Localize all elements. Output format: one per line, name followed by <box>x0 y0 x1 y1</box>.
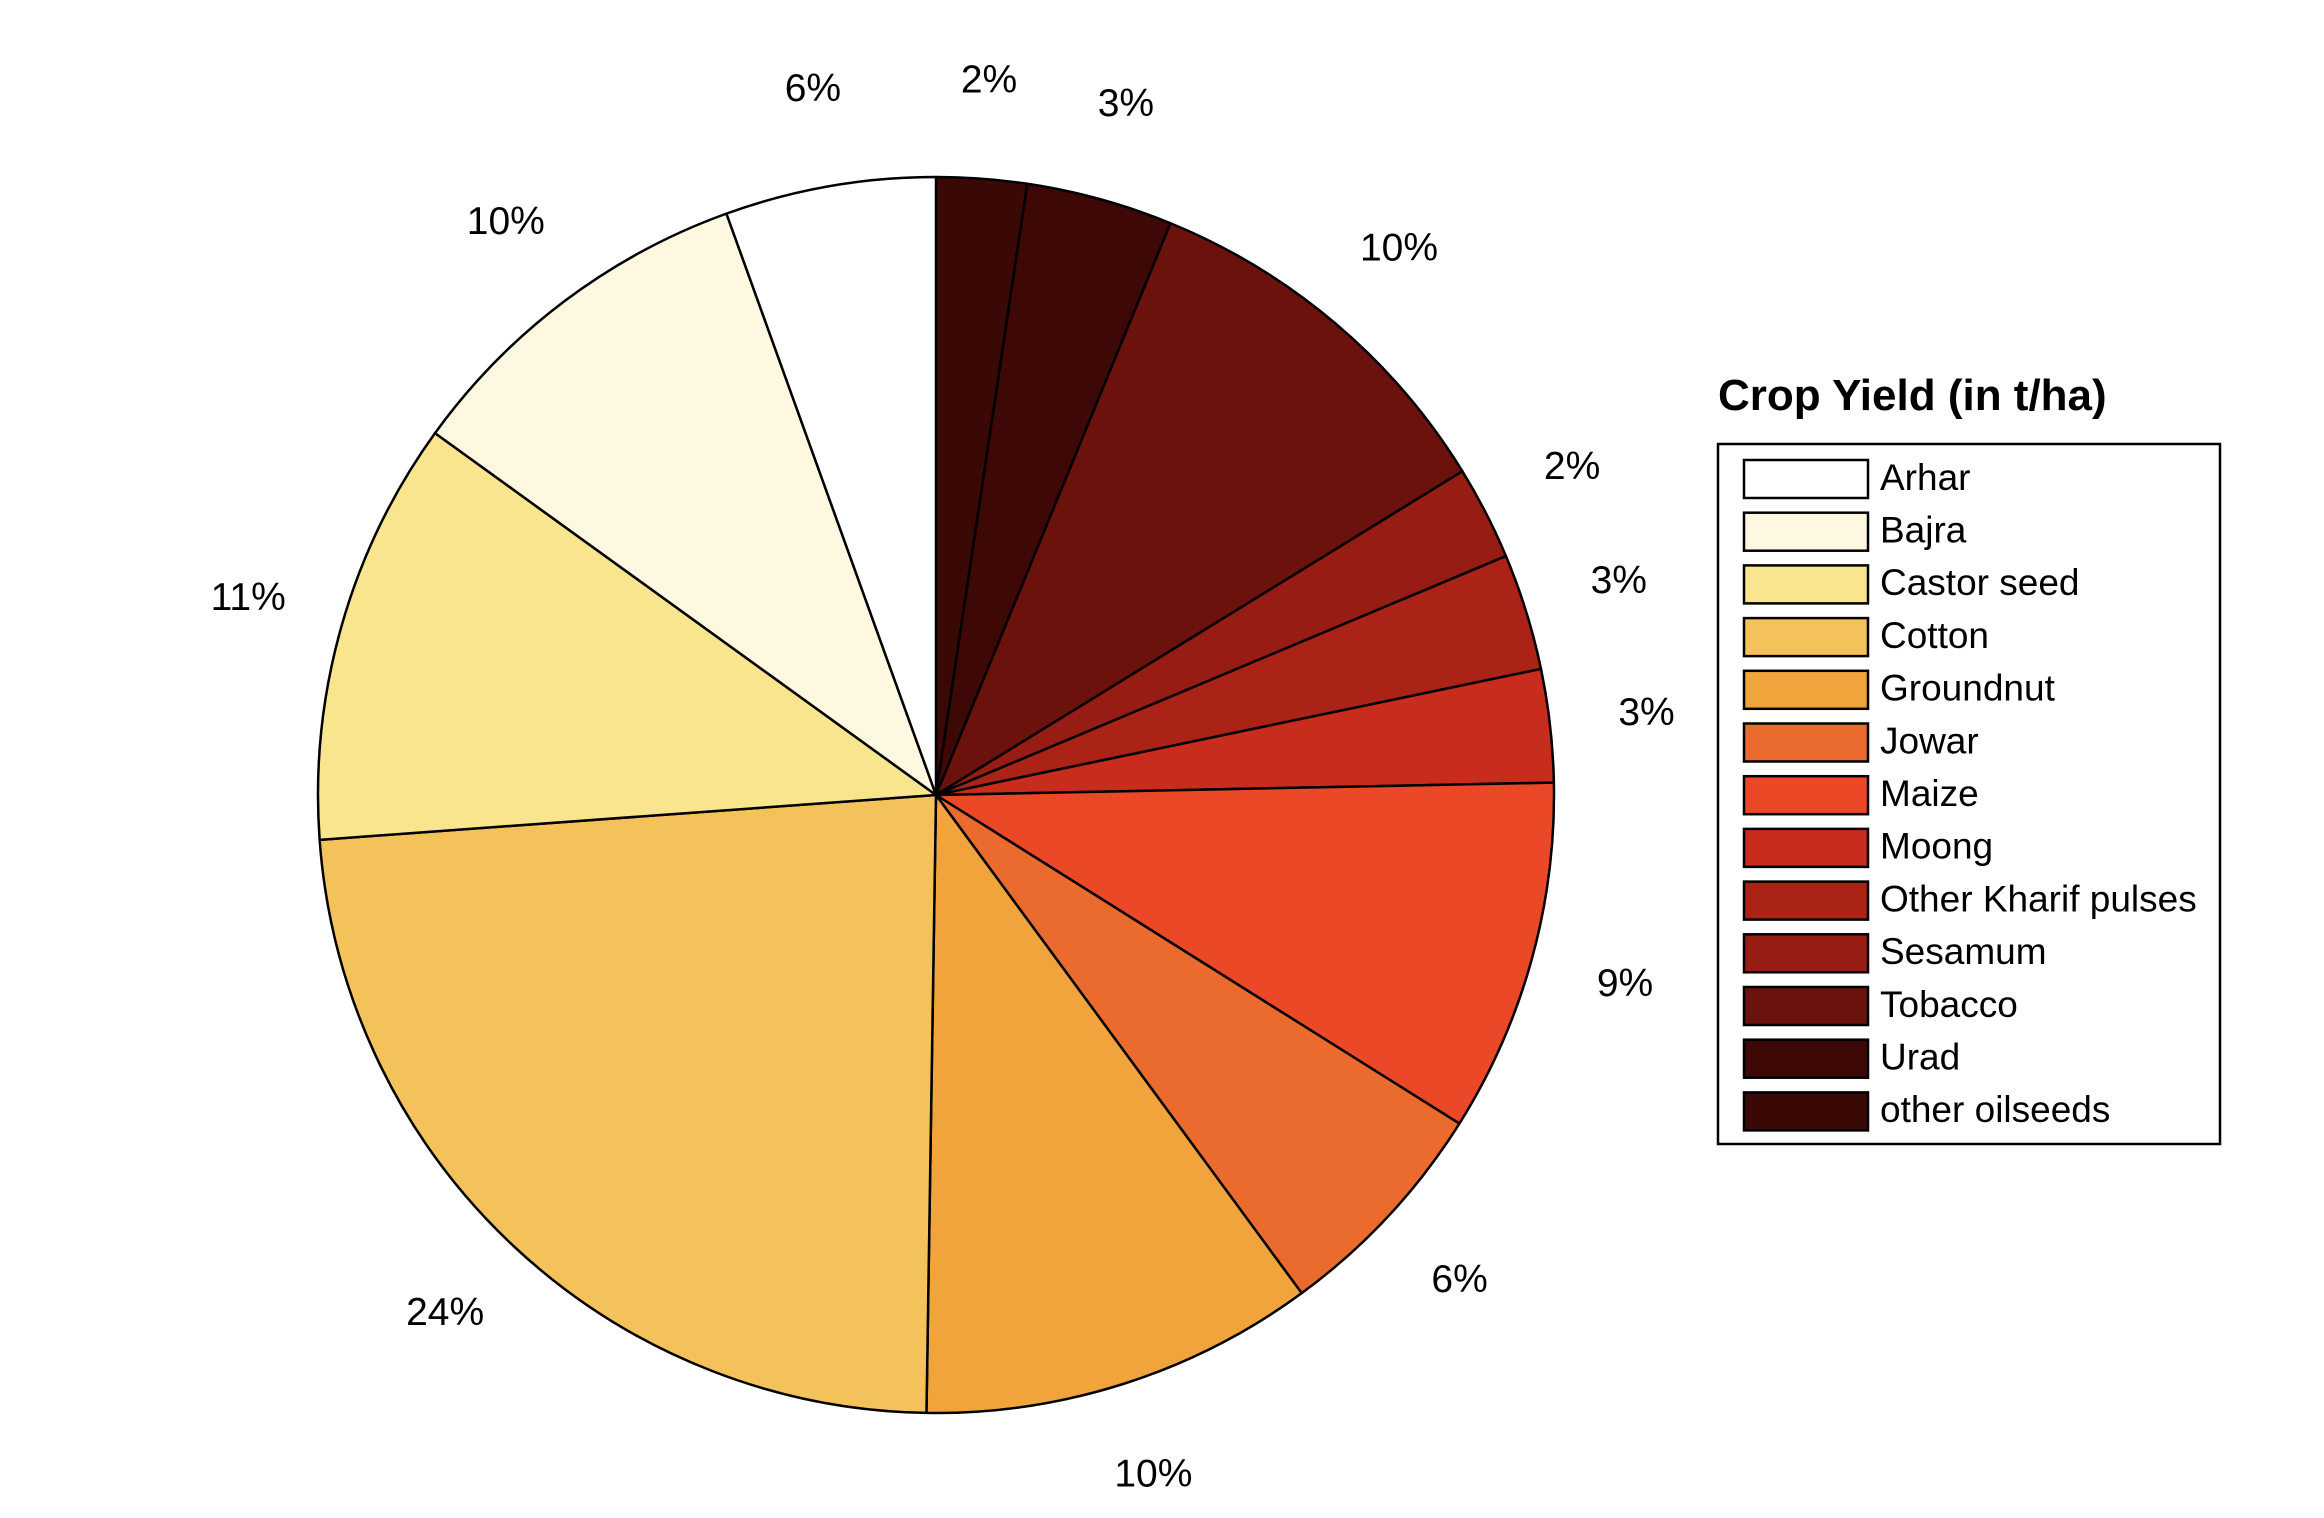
slice-cotton <box>318 793 938 1415</box>
pct-label-castor-seed: 11% <box>211 576 286 619</box>
pct-label-other-oilseeds: 2% <box>961 58 1017 101</box>
slice-castor-seed <box>316 431 938 842</box>
legend-label-maize: Maize <box>1880 773 1979 814</box>
pct-label-jowar: 6% <box>1431 1258 1487 1301</box>
legend-label-bajra: Bajra <box>1880 509 1967 550</box>
legend-label-arhar: Arhar <box>1880 457 1970 498</box>
pie-slices <box>316 175 1556 1415</box>
legend-swatch-moong <box>1742 827 1870 869</box>
pct-label-bajra: 10% <box>467 200 545 243</box>
pct-label-tobacco: 10% <box>1360 226 1438 269</box>
legend-swatch-maize <box>1742 774 1870 816</box>
legend-label-cotton: Cotton <box>1880 615 1989 656</box>
pct-label-moong: 3% <box>1618 691 1674 734</box>
slice-tobacco <box>934 221 1464 797</box>
legend: Crop Yield (in t/ha) Arhar Bajra Castor se… <box>1716 371 2222 1146</box>
legend-swatch-sesamum <box>1742 933 1870 974</box>
legend-label-jowar: Jowar <box>1880 720 1979 761</box>
slice-groundnut <box>925 793 1303 1415</box>
legend-label-urad: Urad <box>1880 1036 1960 1077</box>
legend-swatch-castor-seed <box>1742 564 1870 605</box>
pct-label-cotton: 24% <box>406 1291 484 1334</box>
pct-label-urad: 3% <box>1098 82 1154 125</box>
legend-swatch-groundnut <box>1742 669 1870 711</box>
legend-label-other-oilseeds: other oilseeds <box>1880 1089 2110 1130</box>
legend-swatch-jowar <box>1742 722 1870 763</box>
pct-label-other-kharif-pulses: 3% <box>1591 559 1647 602</box>
legend-swatch-tobacco <box>1742 985 1870 1027</box>
legend-label-castor-seed: Castor seed <box>1880 562 2080 603</box>
legend-swatch-bajra <box>1742 511 1870 552</box>
slice-bajra <box>433 212 938 797</box>
legend-label-tobacco: Tobacco <box>1880 984 2018 1025</box>
legend-label-groundnut: Groundnut <box>1880 668 2056 709</box>
slice-arhar <box>725 175 938 797</box>
pct-label-groundnut: 10% <box>1114 1452 1192 1495</box>
pct-label-arhar: 6% <box>785 67 841 110</box>
legend-label-moong: Moong <box>1880 826 1993 867</box>
percentage-labels: 2% 3% 10% 2% 3% 3% 9% 6% 10% 24% 11% 10% 6% <box>211 58 1675 1495</box>
pct-label-sesamum: 2% <box>1544 445 1600 488</box>
legend-title: Crop Yield (in t/ha) <box>1718 371 2107 420</box>
slice-maize <box>934 781 1556 1125</box>
legend-swatch-arhar <box>1742 458 1870 500</box>
legend-entries: Arhar Bajra Castor seed Cotton Groundnut Jowa… <box>1742 457 2197 1132</box>
legend-swatch-cotton <box>1742 616 1870 658</box>
slice-jowar <box>934 793 1461 1295</box>
legend-swatch-other-oilseeds <box>1742 1091 1870 1132</box>
legend-label-sesamum: Sesamum <box>1880 931 2047 972</box>
pct-label-maize: 9% <box>1597 962 1653 1005</box>
legend-swatch-other-kharif-pulses <box>1742 880 1870 921</box>
legend-swatch-urad <box>1742 1038 1870 1079</box>
legend-label-other-kharif-pulses: Other Kharif pulses <box>1880 878 2197 919</box>
